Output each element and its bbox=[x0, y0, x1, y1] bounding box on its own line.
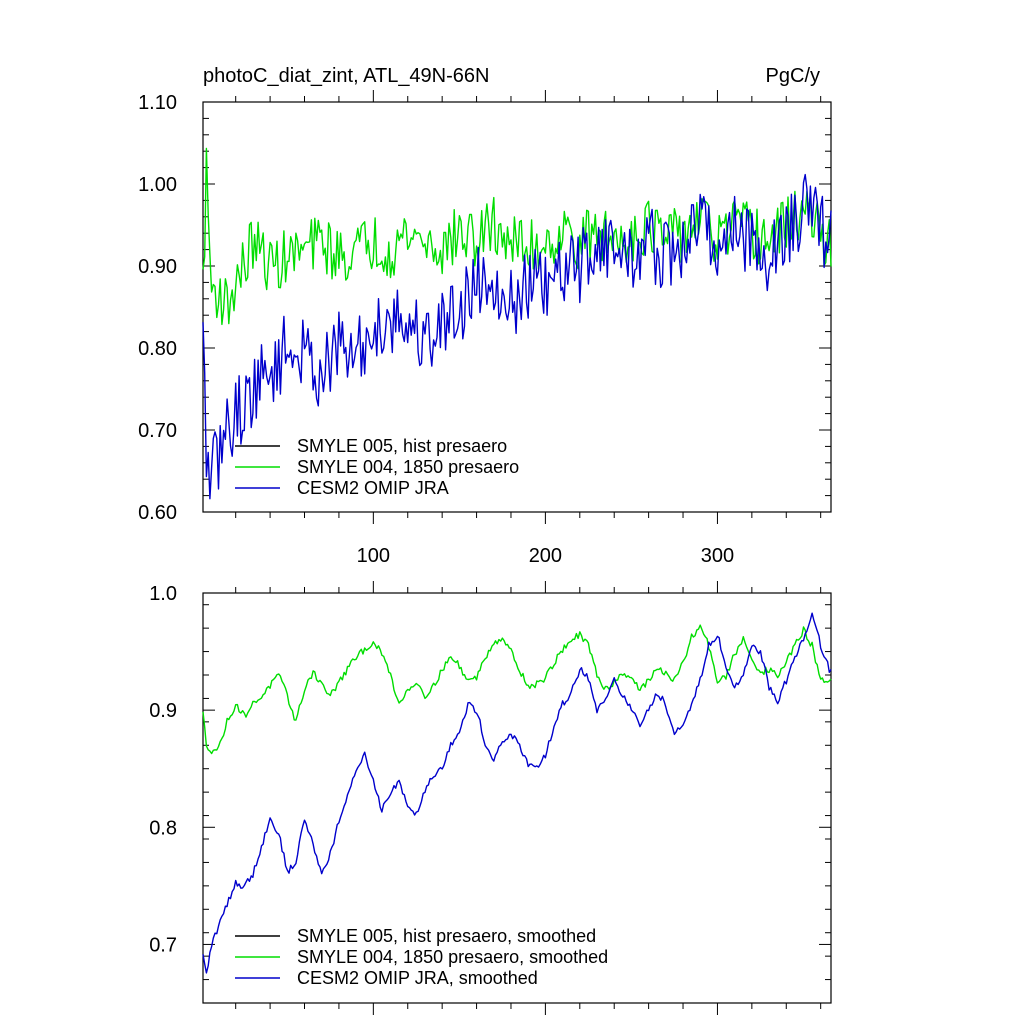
top-plot: photoC_diat_zint, ATL_49N-66N PgC/y 0.60… bbox=[138, 65, 832, 567]
y-tick-label: 0.70 bbox=[138, 420, 177, 442]
y-tick-label: 0.9 bbox=[149, 700, 177, 722]
series-line bbox=[202, 147, 832, 326]
plot-title: photoC_diat_zint, ATL_49N-66N bbox=[203, 65, 489, 87]
y-tick-label: 0.8 bbox=[149, 817, 177, 839]
plot-frame bbox=[202, 592, 832, 1004]
y-tick-label: 0.60 bbox=[138, 502, 177, 524]
bottom-plot: 0.7 0.8 0.9 1.0 SMYLE 005, hist presaero, s… bbox=[149, 581, 832, 1015]
series-line bbox=[202, 624, 832, 755]
plot-frame bbox=[202, 101, 832, 513]
legend: SMYLE 005, hist presaero, smoothedSMYLE … bbox=[235, 926, 608, 988]
x-tick-label: 300 bbox=[701, 545, 734, 567]
tick-labels: 0.60 0.70 0.80 0.90 1.00 1.10 100 200 300 bbox=[138, 92, 734, 567]
legend-label: CESM2 OMIP JRA bbox=[297, 478, 449, 498]
legend-label: SMYLE 005, hist presaero bbox=[297, 436, 507, 456]
y-tick-label: 0.90 bbox=[138, 256, 177, 278]
y-tick-label: 1.10 bbox=[138, 92, 177, 114]
plot-units: PgC/y bbox=[766, 65, 820, 87]
legend-label: SMYLE 005, hist presaero, smoothed bbox=[297, 926, 596, 946]
y-tick-label: 1.00 bbox=[138, 174, 177, 196]
series-line bbox=[202, 612, 832, 974]
y-tick-label: 1.0 bbox=[149, 583, 177, 605]
series-lines bbox=[202, 612, 832, 974]
x-tick-label: 100 bbox=[357, 545, 390, 567]
x-tick-label: 200 bbox=[529, 545, 562, 567]
tick-labels: 0.7 0.8 0.9 1.0 bbox=[149, 583, 177, 956]
axis-ticks bbox=[203, 581, 831, 1015]
y-tick-label: 0.7 bbox=[149, 934, 177, 956]
legend-label: SMYLE 004, 1850 presaero bbox=[297, 457, 519, 477]
axis-ticks bbox=[203, 90, 831, 524]
legend-label: SMYLE 004, 1850 presaero, smoothed bbox=[297, 947, 608, 967]
y-tick-label: 0.80 bbox=[138, 338, 177, 360]
series-line bbox=[202, 173, 832, 500]
series-lines bbox=[202, 147, 832, 500]
legend-label: CESM2 OMIP JRA, smoothed bbox=[297, 968, 538, 988]
